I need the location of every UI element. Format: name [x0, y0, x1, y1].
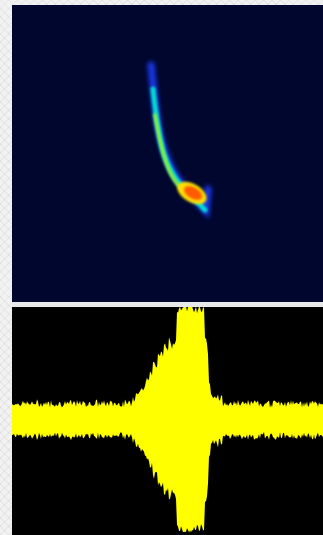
spectrogram-plot	[12, 5, 323, 302]
waveform-envelope	[12, 307, 323, 533]
waveform-plot	[12, 307, 323, 535]
waveform-panel	[12, 307, 323, 535]
contour-peak	[183, 186, 203, 200]
panel-separator	[12, 302, 323, 307]
spectrogram-panel	[12, 5, 323, 302]
call-contour	[147, 61, 212, 219]
